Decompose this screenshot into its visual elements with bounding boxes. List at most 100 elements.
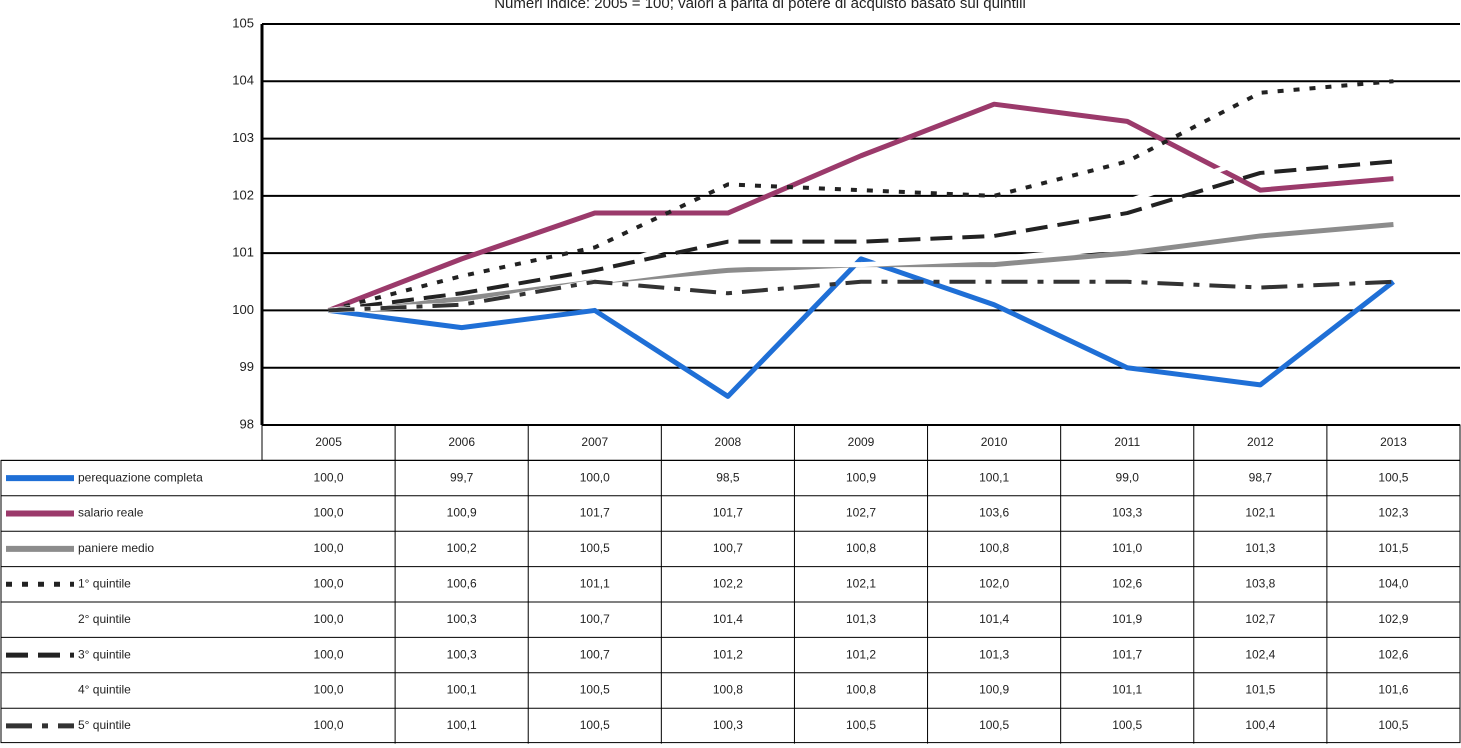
table-cell: 103,6 xyxy=(979,506,1009,520)
table-cell: 100,8 xyxy=(846,683,876,697)
table-cell: 100,0 xyxy=(314,470,344,484)
table-cell: 101,3 xyxy=(846,612,876,626)
table-cell: 100,8 xyxy=(979,541,1009,555)
table-cell: 102,0 xyxy=(979,576,1009,590)
legend-label: perequazione completa xyxy=(78,470,203,484)
table-cell: 100,7 xyxy=(580,612,610,626)
table-cell: 104,0 xyxy=(1378,576,1408,590)
series-line xyxy=(327,101,1394,313)
table-cell: 100,6 xyxy=(447,576,477,590)
series-line xyxy=(328,159,1394,313)
table-cell: 100,0 xyxy=(314,718,344,732)
table-cell: 100,5 xyxy=(1378,718,1408,732)
table-cell: 100,0 xyxy=(314,541,344,555)
x-tick-label: 2005 xyxy=(315,435,342,449)
legend-label: 2° quintile xyxy=(78,612,131,626)
table-cell: 102,2 xyxy=(713,576,743,590)
table-cell: 102,1 xyxy=(1245,506,1275,520)
table-cell: 102,7 xyxy=(846,506,876,520)
table-cell: 100,9 xyxy=(979,683,1009,697)
table-cell: 101,9 xyxy=(1112,612,1142,626)
x-tick-label: 2006 xyxy=(448,435,475,449)
legend-label: salario reale xyxy=(78,506,144,520)
table-cell: 101,2 xyxy=(713,647,743,661)
table-cell: 101,4 xyxy=(979,612,1009,626)
table-cell: 102,6 xyxy=(1112,576,1142,590)
y-tick-label: 102 xyxy=(232,187,254,202)
table-cell: 100,9 xyxy=(447,506,477,520)
table-cell: 101,1 xyxy=(580,576,610,590)
table-cell: 100,7 xyxy=(713,541,743,555)
table-cell: 98,7 xyxy=(1249,470,1273,484)
table-cell: 102,1 xyxy=(846,576,876,590)
table-cell: 100,5 xyxy=(580,541,610,555)
table-cell: 98,5 xyxy=(716,470,740,484)
table-cell: 100,5 xyxy=(846,718,876,732)
table-cell: 100,4 xyxy=(1245,718,1275,732)
table-cell: 101,0 xyxy=(1112,541,1142,555)
table-cell: 100,0 xyxy=(314,683,344,697)
table-cell: 100,5 xyxy=(580,683,610,697)
chart-title: Numeri indice: 2005 = 100; valori a pari… xyxy=(494,0,1026,12)
x-tick-label: 2009 xyxy=(848,435,875,449)
table-cell: 102,4 xyxy=(1245,647,1275,661)
y-tick-label: 105 xyxy=(232,15,254,30)
table-cell: 102,7 xyxy=(1245,612,1275,626)
table-cell: 99,7 xyxy=(450,470,474,484)
table-cell: 103,3 xyxy=(1112,506,1142,520)
table-cell: 101,3 xyxy=(979,647,1009,661)
table-cell: 101,7 xyxy=(580,506,610,520)
table-cell: 100,3 xyxy=(713,718,743,732)
y-tick-label: 98 xyxy=(240,416,254,431)
series-line xyxy=(328,256,1395,399)
table-cell: 101,4 xyxy=(713,612,743,626)
table-cell: 99,0 xyxy=(1116,470,1140,484)
table-cell: 101,1 xyxy=(1112,683,1142,697)
series-line xyxy=(328,279,1394,313)
table-cell: 100,0 xyxy=(314,506,344,520)
legend-label: 5° quintile xyxy=(78,718,131,732)
table-cell: 100,0 xyxy=(580,470,610,484)
table-cell: 102,6 xyxy=(1378,647,1408,661)
table-cell: 100,0 xyxy=(314,612,344,626)
x-tick-label: 2010 xyxy=(981,435,1008,449)
table-cell: 100,8 xyxy=(846,541,876,555)
y-tick-label: 103 xyxy=(232,130,254,145)
y-tick-label: 101 xyxy=(232,245,254,260)
table-cell: 100,3 xyxy=(447,612,477,626)
table-cell: 101,7 xyxy=(1112,647,1142,661)
table-cell: 100,5 xyxy=(979,718,1009,732)
y-tick-label: 100 xyxy=(232,302,254,317)
table-cell: 100,1 xyxy=(979,470,1009,484)
x-tick-label: 2008 xyxy=(715,435,742,449)
table-cell: 100,5 xyxy=(580,718,610,732)
legend-label: 4° quintile xyxy=(78,683,131,697)
y-tick-label: 99 xyxy=(240,359,254,374)
table-cell: 100,1 xyxy=(447,718,477,732)
legend-label: 1° quintile xyxy=(78,576,131,590)
table-cell: 100,8 xyxy=(713,683,743,697)
table-cell: 102,9 xyxy=(1378,612,1408,626)
table-cell: 102,3 xyxy=(1378,506,1408,520)
table-cell: 101,5 xyxy=(1378,541,1408,555)
table-cell: 100,9 xyxy=(846,470,876,484)
table-cell: 100,5 xyxy=(1378,470,1408,484)
table-cell: 100,1 xyxy=(447,683,477,697)
x-tick-label: 2012 xyxy=(1247,435,1274,449)
table-cell: 101,7 xyxy=(713,506,743,520)
table-cell: 100,3 xyxy=(447,647,477,661)
table-cell: 100,2 xyxy=(447,541,477,555)
legend-label: paniere medio xyxy=(78,541,154,555)
x-tick-label: 2007 xyxy=(581,435,608,449)
legend-label: 3° quintile xyxy=(78,647,131,661)
table-cell: 101,3 xyxy=(1245,541,1275,555)
table-cell: 100,0 xyxy=(314,576,344,590)
x-tick-label: 2011 xyxy=(1114,435,1140,449)
x-tick-label: 2013 xyxy=(1380,435,1407,449)
table-cell: 100,0 xyxy=(314,647,344,661)
table-cell: 101,6 xyxy=(1378,683,1408,697)
table-cell: 100,7 xyxy=(580,647,610,661)
table-cell: 101,5 xyxy=(1245,683,1275,697)
table-cell: 101,2 xyxy=(846,647,876,661)
